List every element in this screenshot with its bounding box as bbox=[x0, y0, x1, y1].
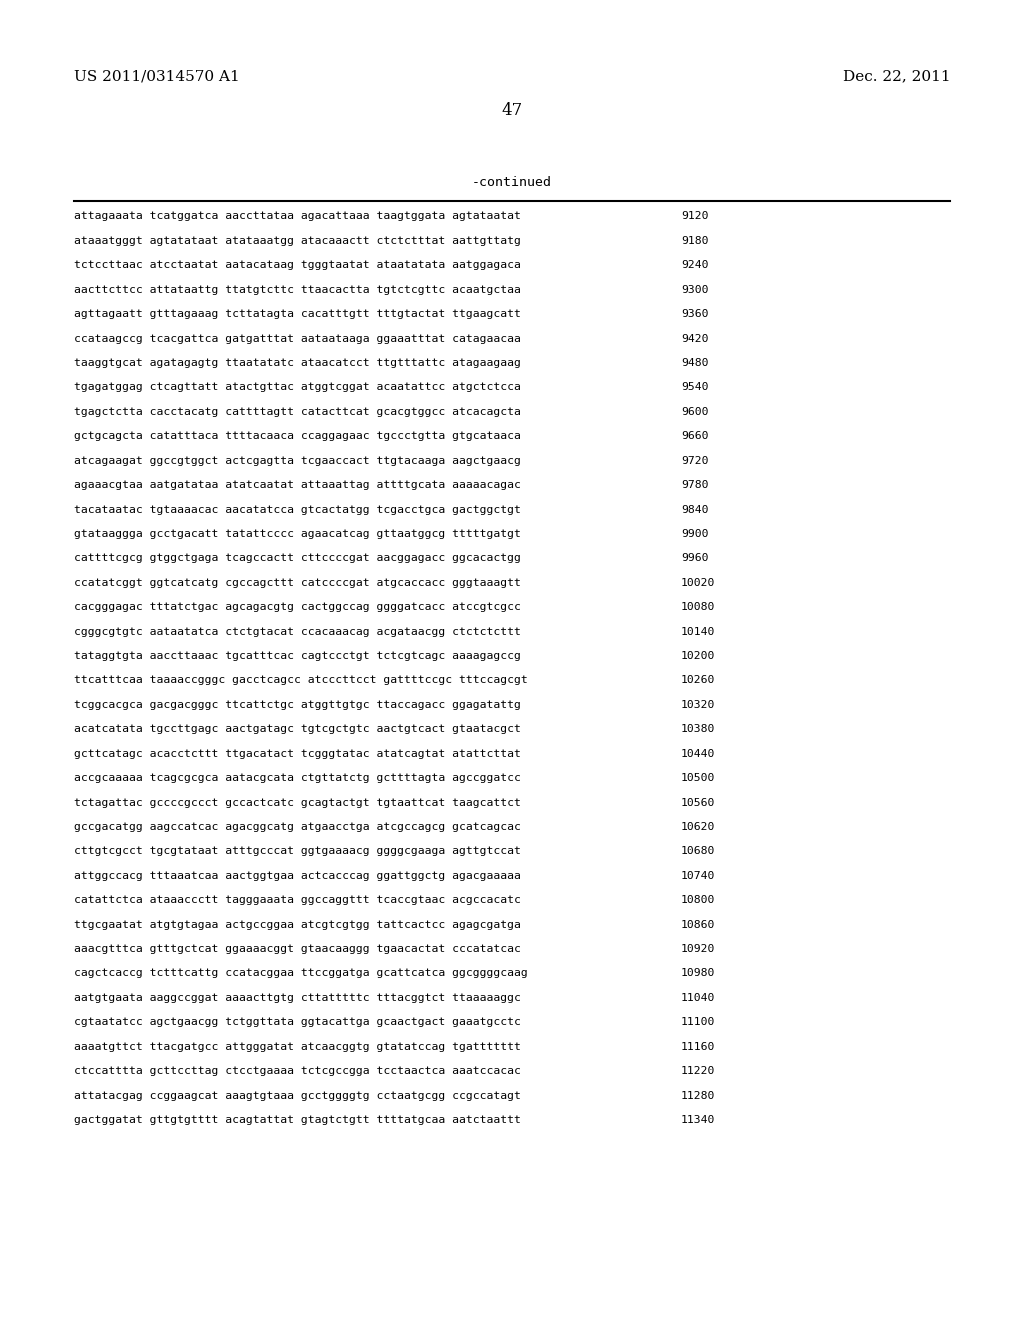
Text: 10980: 10980 bbox=[681, 969, 716, 978]
Text: tctagattac gccccgccct gccactcatc gcagtactgt tgtaattcat taagcattct: tctagattac gccccgccct gccactcatc gcagtac… bbox=[74, 797, 520, 808]
Text: -continued: -continued bbox=[472, 176, 552, 189]
Text: 9360: 9360 bbox=[681, 309, 709, 319]
Text: gactggatat gttgtgtttt acagtattat gtagtctgtt ttttatgcaa aatctaattt: gactggatat gttgtgtttt acagtattat gtagtct… bbox=[74, 1115, 520, 1125]
Text: gccgacatgg aagccatcac agacggcatg atgaacctga atcgccagcg gcatcagcac: gccgacatgg aagccatcac agacggcatg atgaacc… bbox=[74, 822, 520, 832]
Text: 9660: 9660 bbox=[681, 432, 709, 441]
Text: cgtaatatcc agctgaacgg tctggttata ggtacattga gcaactgact gaaatgcctc: cgtaatatcc agctgaacgg tctggttata ggtacat… bbox=[74, 1018, 520, 1027]
Text: attatacgag ccggaagcat aaagtgtaaa gcctggggtg cctaatgcgg ccgccatagt: attatacgag ccggaagcat aaagtgtaaa gcctggg… bbox=[74, 1090, 520, 1101]
Text: catattctca ataaaccctt tagggaaata ggccaggttt tcaccgtaac acgccacatc: catattctca ataaaccctt tagggaaata ggccagg… bbox=[74, 895, 520, 906]
Text: 9120: 9120 bbox=[681, 211, 709, 222]
Text: 9840: 9840 bbox=[681, 504, 709, 515]
Text: 11040: 11040 bbox=[681, 993, 716, 1003]
Text: tcggcacgca gacgacgggc ttcattctgc atggttgtgc ttaccagacc ggagatattg: tcggcacgca gacgacgggc ttcattctgc atggttg… bbox=[74, 700, 520, 710]
Text: 10140: 10140 bbox=[681, 627, 716, 636]
Text: atcagaagat ggccgtggct actcgagtta tcgaaccact ttgtacaaga aagctgaacg: atcagaagat ggccgtggct actcgagtta tcgaacc… bbox=[74, 455, 520, 466]
Text: gctgcagcta catatttaca ttttacaaca ccaggagaac tgccctgtta gtgcataaca: gctgcagcta catatttaca ttttacaaca ccaggag… bbox=[74, 432, 520, 441]
Text: 11160: 11160 bbox=[681, 1041, 716, 1052]
Text: aatgtgaata aaggccggat aaaacttgtg cttatttttc tttacggtct ttaaaaaggc: aatgtgaata aaggccggat aaaacttgtg cttattt… bbox=[74, 993, 520, 1003]
Text: 9780: 9780 bbox=[681, 480, 709, 490]
Text: 9180: 9180 bbox=[681, 236, 709, 246]
Text: 9600: 9600 bbox=[681, 407, 709, 417]
Text: 10260: 10260 bbox=[681, 676, 716, 685]
Text: 11340: 11340 bbox=[681, 1115, 716, 1125]
Text: tacataatac tgtaaaacac aacatatcca gtcactatgg tcgacctgca gactggctgt: tacataatac tgtaaaacac aacatatcca gtcacta… bbox=[74, 504, 520, 515]
Text: US 2011/0314570 A1: US 2011/0314570 A1 bbox=[74, 70, 240, 83]
Text: acatcatata tgccttgagc aactgatagc tgtcgctgtc aactgtcact gtaatacgct: acatcatata tgccttgagc aactgatagc tgtcgct… bbox=[74, 725, 520, 734]
Text: aaacgtttca gtttgctcat ggaaaacggt gtaacaaggg tgaacactat cccatatcac: aaacgtttca gtttgctcat ggaaaacggt gtaacaa… bbox=[74, 944, 520, 954]
Text: 9300: 9300 bbox=[681, 285, 709, 294]
Text: accgcaaaaa tcagcgcgca aatacgcata ctgttatctg gcttttagta agccggatcc: accgcaaaaa tcagcgcgca aatacgcata ctgttat… bbox=[74, 774, 520, 783]
Text: cattttcgcg gtggctgaga tcagccactt cttccccgat aacggagacc ggcacactgg: cattttcgcg gtggctgaga tcagccactt cttcccc… bbox=[74, 553, 520, 564]
Text: 10620: 10620 bbox=[681, 822, 716, 832]
Text: 9900: 9900 bbox=[681, 529, 709, 539]
Text: ccatatcggt ggtcatcatg cgccagcttt catccccgat atgcaccacc gggtaaagtt: ccatatcggt ggtcatcatg cgccagcttt catcccc… bbox=[74, 578, 520, 587]
Text: 11100: 11100 bbox=[681, 1018, 716, 1027]
Text: 10560: 10560 bbox=[681, 797, 716, 808]
Text: tgagatggag ctcagttatt atactgttac atggtcggat acaatattcc atgctctcca: tgagatggag ctcagttatt atactgttac atggtcg… bbox=[74, 383, 520, 392]
Text: 10440: 10440 bbox=[681, 748, 716, 759]
Text: 9480: 9480 bbox=[681, 358, 709, 368]
Text: 10920: 10920 bbox=[681, 944, 716, 954]
Text: cgggcgtgtc aataatatca ctctgtacat ccacaaacag acgataacgg ctctctcttt: cgggcgtgtc aataatatca ctctgtacat ccacaaa… bbox=[74, 627, 520, 636]
Text: gtataaggga gcctgacatt tatattcccc agaacatcag gttaatggcg tttttgatgt: gtataaggga gcctgacatt tatattcccc agaacat… bbox=[74, 529, 520, 539]
Text: gcttcatagc acacctcttt ttgacatact tcgggtatac atatcagtat atattcttat: gcttcatagc acacctcttt ttgacatact tcgggta… bbox=[74, 748, 520, 759]
Text: 10200: 10200 bbox=[681, 651, 716, 661]
Text: cagctcaccg tctttcattg ccatacggaa ttccggatga gcattcatca ggcggggcaag: cagctcaccg tctttcattg ccatacggaa ttccgga… bbox=[74, 969, 527, 978]
Text: agaaacgtaa aatgatataa atatcaatat attaaattag attttgcata aaaaacagac: agaaacgtaa aatgatataa atatcaatat attaaat… bbox=[74, 480, 520, 490]
Text: agttagaatt gtttagaaag tcttatagta cacatttgtt tttgtactat ttgaagcatt: agttagaatt gtttagaaag tcttatagta cacattt… bbox=[74, 309, 520, 319]
Text: attagaaata tcatggatca aaccttataa agacattaaa taagtggata agtataatat: attagaaata tcatggatca aaccttataa agacatt… bbox=[74, 211, 520, 222]
Text: tctccttaac atcctaatat aatacataag tgggtaatat ataatatata aatggagaca: tctccttaac atcctaatat aatacataag tgggtaa… bbox=[74, 260, 520, 271]
Text: 9960: 9960 bbox=[681, 553, 709, 564]
Text: ttgcgaatat atgtgtagaa actgccggaa atcgtcgtgg tattcactcc agagcgatga: ttgcgaatat atgtgtagaa actgccggaa atcgtcg… bbox=[74, 920, 520, 929]
Text: ataaatgggt agtatataat atataaatgg atacaaactt ctctctttat aattgttatg: ataaatgggt agtatataat atataaatgg atacaaa… bbox=[74, 236, 520, 246]
Text: ttcatttcaa taaaaccgggc gacctcagcc atcccttcct gattttccgc tttccagcgt: ttcatttcaa taaaaccgggc gacctcagcc atccct… bbox=[74, 676, 527, 685]
Text: 10080: 10080 bbox=[681, 602, 716, 612]
Text: tataggtgta aaccttaaac tgcatttcac cagtccctgt tctcgtcagc aaaagagccg: tataggtgta aaccttaaac tgcatttcac cagtccc… bbox=[74, 651, 520, 661]
Text: attggccacg tttaaatcaa aactggtgaa actcacccag ggattggctg agacgaaaaa: attggccacg tttaaatcaa aactggtgaa actcacc… bbox=[74, 871, 520, 880]
Text: 10860: 10860 bbox=[681, 920, 716, 929]
Text: 10800: 10800 bbox=[681, 895, 716, 906]
Text: 10740: 10740 bbox=[681, 871, 716, 880]
Text: taaggtgcat agatagagtg ttaatatatc ataacatcct ttgtttattc atagaagaag: taaggtgcat agatagagtg ttaatatatc ataacat… bbox=[74, 358, 520, 368]
Text: 10680: 10680 bbox=[681, 846, 716, 857]
Text: 10380: 10380 bbox=[681, 725, 716, 734]
Text: 11220: 11220 bbox=[681, 1067, 716, 1076]
Text: 9540: 9540 bbox=[681, 383, 709, 392]
Text: 9240: 9240 bbox=[681, 260, 709, 271]
Text: aaaatgttct ttacgatgcc attgggatat atcaacggtg gtatatccag tgattttttt: aaaatgttct ttacgatgcc attgggatat atcaacg… bbox=[74, 1041, 520, 1052]
Text: aacttcttcc attataattg ttatgtcttc ttaacactta tgtctcgttc acaatgctaa: aacttcttcc attataattg ttatgtcttc ttaacac… bbox=[74, 285, 520, 294]
Text: tgagctctta cacctacatg cattttagtt catacttcat gcacgtggcc atcacagcta: tgagctctta cacctacatg cattttagtt catactt… bbox=[74, 407, 520, 417]
Text: 9420: 9420 bbox=[681, 334, 709, 343]
Text: ctccatttta gcttccttag ctcctgaaaa tctcgccgga tcctaactca aaatccacac: ctccatttta gcttccttag ctcctgaaaa tctcgcc… bbox=[74, 1067, 520, 1076]
Text: 47: 47 bbox=[502, 103, 522, 119]
Text: 10020: 10020 bbox=[681, 578, 716, 587]
Text: cacgggagac tttatctgac agcagacgtg cactggccag ggggatcacc atccgtcgcc: cacgggagac tttatctgac agcagacgtg cactggc… bbox=[74, 602, 520, 612]
Text: 11280: 11280 bbox=[681, 1090, 716, 1101]
Text: 10500: 10500 bbox=[681, 774, 716, 783]
Text: Dec. 22, 2011: Dec. 22, 2011 bbox=[843, 70, 950, 83]
Text: cttgtcgcct tgcgtataat atttgcccat ggtgaaaacg ggggcgaaga agttgtccat: cttgtcgcct tgcgtataat atttgcccat ggtgaaa… bbox=[74, 846, 520, 857]
Text: ccataagccg tcacgattca gatgatttat aataataaga ggaaatttat catagaacaa: ccataagccg tcacgattca gatgatttat aataata… bbox=[74, 334, 520, 343]
Text: 9720: 9720 bbox=[681, 455, 709, 466]
Text: 10320: 10320 bbox=[681, 700, 716, 710]
